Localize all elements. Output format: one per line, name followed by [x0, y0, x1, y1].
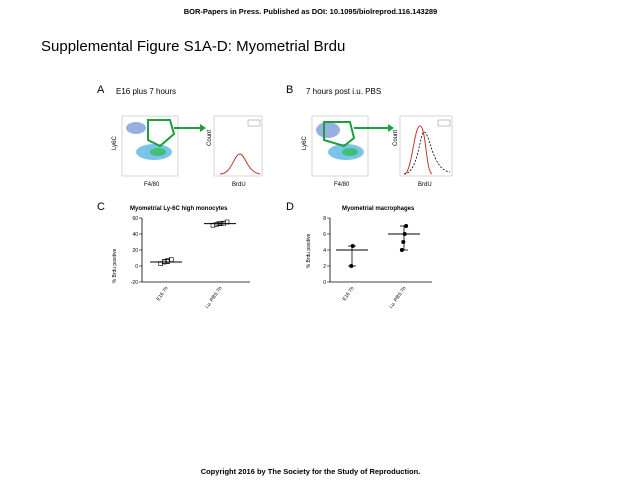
panel-a-flow-figure: Ly6C F4/80 Count BrdU: [112, 115, 263, 188]
panel-c-point: [165, 258, 171, 263]
panel-a-gate: [147, 119, 176, 148]
panel-a-arrowhead: [200, 124, 206, 132]
panel-c-letter: C: [97, 201, 105, 213]
panel-a-flow-ylabel: Ly6C: [112, 136, 118, 150]
panel-a-title: E16 plus 7 hours: [116, 87, 177, 96]
panel-d-title: Myometrial macrophages: [342, 206, 415, 212]
panel-c-ylabel: % Brdu positive: [112, 248, 118, 283]
panel-a-hist-xlabel: BrdU: [232, 182, 246, 188]
panel-c-ytick-label: 40: [132, 232, 138, 238]
panel-c-xtick-label: i.u. PBS 7h: [204, 286, 223, 310]
panel-d-point: [401, 240, 406, 244]
panel-d-xtick-label: i.u. PBS 7h: [388, 286, 407, 310]
panel-c-point: [217, 221, 223, 226]
panel-c-point: [161, 259, 167, 265]
panel-b-arrowhead: [388, 124, 394, 132]
panel-d-ytick-label: 6: [323, 232, 326, 238]
panel-b-hist-red: [403, 125, 433, 175]
panel-d-ytick-label: 2: [323, 264, 326, 270]
panel-d-ytick-label: 0: [323, 280, 326, 286]
panel-a-hist-frame: [213, 115, 263, 177]
panel-d-point: [349, 264, 354, 268]
panel-b-hist-frame: [399, 115, 453, 177]
panel-b-hist-ylabel: Count: [393, 130, 399, 146]
panel-d-chart: Myometrial macrophages % Brdu positive 0…: [306, 206, 432, 310]
panel-a-cluster-upper: [126, 122, 146, 134]
panel-d-point: [350, 244, 355, 248]
panel-c-point: [210, 222, 216, 228]
copyright-footer: Copyright 2016 by The Society for the St…: [200, 467, 421, 476]
panel-a-hist-legend: [247, 119, 261, 127]
panel-c-point: [224, 219, 230, 225]
panel-c-point: [214, 222, 219, 227]
panel-c-xtick-label: E16 7h: [156, 286, 170, 303]
panel-c-point: [158, 261, 164, 266]
panel-b-letter: B: [286, 84, 294, 96]
panel-a-hist-ylabel: Count: [207, 130, 213, 146]
panel-c-point: [168, 257, 174, 262]
panel-b-hist-xlabel: BrdU: [418, 182, 432, 188]
panel-b-cluster-upper: [316, 122, 340, 138]
panel-a-flow-frame: [121, 115, 179, 177]
panel-c-chart: Myometrial Ly-6C high monocytes % Brdu p…: [112, 206, 250, 310]
panel-a-hist-curve: [219, 153, 261, 175]
panel-a-letter: A: [97, 84, 105, 96]
panel-c-point: [221, 220, 226, 226]
panel-c-ytick-label: -20: [131, 280, 138, 286]
figure-title: Supplemental Figure S1A-D: Myometrial Br…: [41, 38, 346, 55]
panel-c-title: Myometrial Ly-6C high monocytes: [130, 206, 228, 212]
panel-b-flow-frame: [311, 115, 369, 177]
panel-d-point: [399, 248, 404, 252]
panel-b-hist-legend: [437, 119, 451, 127]
panel-b-flow-figure: Ly6C F4/80 Count BrdU: [302, 115, 453, 188]
panel-d-point: [402, 232, 407, 236]
panel-b-hist-black: [403, 131, 451, 175]
journal-header: BOR-Papers in Press. Published as DOI: 1…: [183, 7, 438, 16]
panel-a-cluster-core: [150, 148, 166, 156]
panel-c-ytick-label: 20: [132, 248, 138, 254]
panel-d-point: [404, 224, 409, 228]
panel-c-ytick-label: 0: [135, 264, 138, 270]
panel-b-flow-ylabel: Ly6C: [302, 136, 308, 150]
panel-b-title: 7 hours post i.u. PBS: [306, 87, 382, 96]
panel-a-flow-xlabel: F4/80: [144, 182, 160, 188]
panel-d-ylabel: % Brdu positive: [306, 233, 312, 268]
panel-b-cluster-core: [342, 148, 358, 156]
panel-d-letter: D: [286, 201, 294, 213]
panel-d-ytick-label: 4: [323, 248, 326, 254]
panel-b-flow-xlabel: F4/80: [334, 182, 350, 188]
panel-b-gate: [323, 121, 356, 148]
panel-d-ytick-label: 8: [323, 216, 326, 222]
panel-c-ytick-label: 60: [132, 216, 138, 222]
panel-d-xtick-label: E16 7h: [342, 286, 356, 303]
